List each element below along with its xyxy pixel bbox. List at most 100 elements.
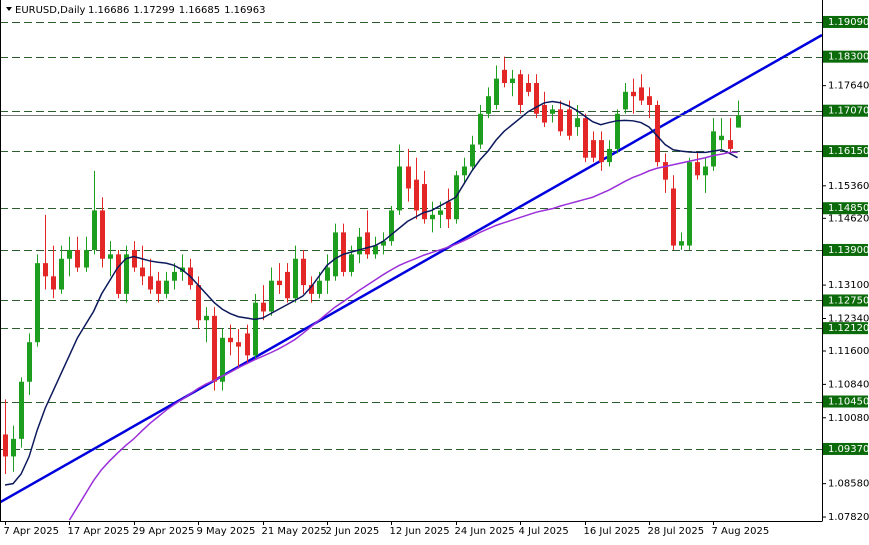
candle-body	[438, 210, 443, 215]
candle-body	[422, 184, 427, 220]
candle-body	[261, 302, 266, 312]
x-tick-label: 29 Apr 2025	[133, 526, 195, 537]
level-label: 1.09370	[828, 444, 869, 455]
candle-body	[43, 263, 48, 277]
x-tick-label: 7 Aug 2025	[712, 526, 770, 537]
y-tick-label: 1.10840	[828, 379, 869, 390]
candle-body	[736, 115, 741, 128]
candle-body	[236, 342, 241, 347]
x-tick-label: 21 May 2025	[262, 526, 327, 537]
candle-body	[679, 241, 684, 246]
candle-body	[35, 263, 40, 343]
menu-arrow	[6, 7, 12, 11]
candle-body	[631, 91, 636, 97]
x-tick-label: 4 Jul 2025	[519, 526, 569, 537]
level-label: 1.13900	[828, 245, 869, 256]
candle-body	[647, 96, 652, 105]
candle-body	[132, 249, 137, 268]
candle-body	[494, 78, 499, 105]
candle-body	[711, 131, 716, 167]
candle-body	[558, 109, 563, 132]
candle-body	[414, 179, 419, 211]
candle-body	[655, 104, 660, 163]
candle-body	[446, 201, 451, 220]
candle-body	[341, 232, 346, 272]
candle-body	[728, 140, 733, 149]
candle-body	[406, 166, 411, 189]
candle-body	[27, 342, 32, 382]
level-label: 1.18300	[828, 52, 869, 63]
candle-body	[333, 232, 338, 277]
candle-body	[140, 267, 145, 277]
candle-body	[148, 276, 153, 290]
candle-body	[325, 267, 330, 281]
moving-average-line	[68, 151, 738, 521]
candle-body	[671, 188, 676, 246]
candle-body	[470, 144, 475, 167]
candle-body	[19, 381, 24, 439]
candle-body	[116, 254, 121, 294]
level-label: 1.10450	[828, 397, 869, 408]
candle-body	[220, 337, 225, 382]
candle-body	[92, 210, 97, 250]
y-tick-label: 1.13100	[828, 280, 869, 291]
y-tick-label: 1.08580	[828, 479, 869, 490]
candle-body	[575, 118, 580, 127]
candle-body	[253, 302, 258, 356]
x-tick-label: 7 Apr 2025	[4, 526, 59, 537]
candle-body	[599, 140, 604, 163]
y-tick-label: 1.14620	[828, 213, 869, 224]
level-label-box	[823, 322, 868, 335]
level-label-box	[823, 395, 868, 408]
header-close: 1.16963	[224, 5, 265, 16]
candle-body	[542, 104, 547, 123]
header-high: 1.17299	[133, 5, 174, 16]
candle-body	[277, 280, 282, 286]
level-label: 1.14850	[828, 203, 869, 214]
candle-body	[687, 162, 692, 246]
level-label: 1.12750	[828, 295, 869, 306]
candle-body	[389, 210, 394, 242]
candle-body	[534, 83, 539, 114]
y-tick-label: 1.17640	[828, 81, 869, 92]
candle-body	[108, 254, 113, 259]
level-label-box	[823, 145, 868, 158]
candle-body	[301, 258, 306, 286]
moving-average-line	[4, 100, 738, 486]
candle-body	[100, 210, 105, 259]
plot-area	[0, 22, 822, 521]
candle-body	[373, 245, 378, 255]
candle-body	[397, 166, 402, 211]
candle-body	[309, 285, 314, 294]
candle-body	[510, 78, 515, 84]
trendline	[0, 33, 822, 504]
candle-body	[317, 280, 322, 294]
x-tick-label: 12 Jun 2025	[390, 526, 450, 537]
level-label-box	[823, 104, 868, 117]
candle-body	[3, 434, 8, 457]
level-label-box	[823, 15, 868, 28]
candle-body	[124, 254, 129, 294]
candle-body	[567, 109, 572, 136]
candle-body	[293, 258, 298, 299]
candle-body	[623, 91, 628, 110]
candle-body	[502, 69, 507, 84]
candle-body	[430, 214, 435, 220]
candle-body	[67, 249, 72, 259]
candle-body	[75, 249, 80, 268]
candle-body	[204, 315, 209, 321]
y-tick-label: 1.15360	[828, 181, 869, 192]
candle-body	[172, 271, 177, 281]
level-label: 1.19090	[828, 17, 869, 28]
header-open: 1.16686	[88, 5, 129, 16]
candle-body	[518, 74, 523, 105]
level-label-box	[823, 442, 868, 455]
candle-body	[196, 285, 201, 321]
candle-body	[550, 109, 555, 114]
candle-body	[156, 280, 161, 294]
candle-body	[59, 258, 64, 290]
candle-body	[478, 113, 483, 145]
candle-body	[245, 333, 250, 356]
candle-body	[703, 166, 708, 176]
